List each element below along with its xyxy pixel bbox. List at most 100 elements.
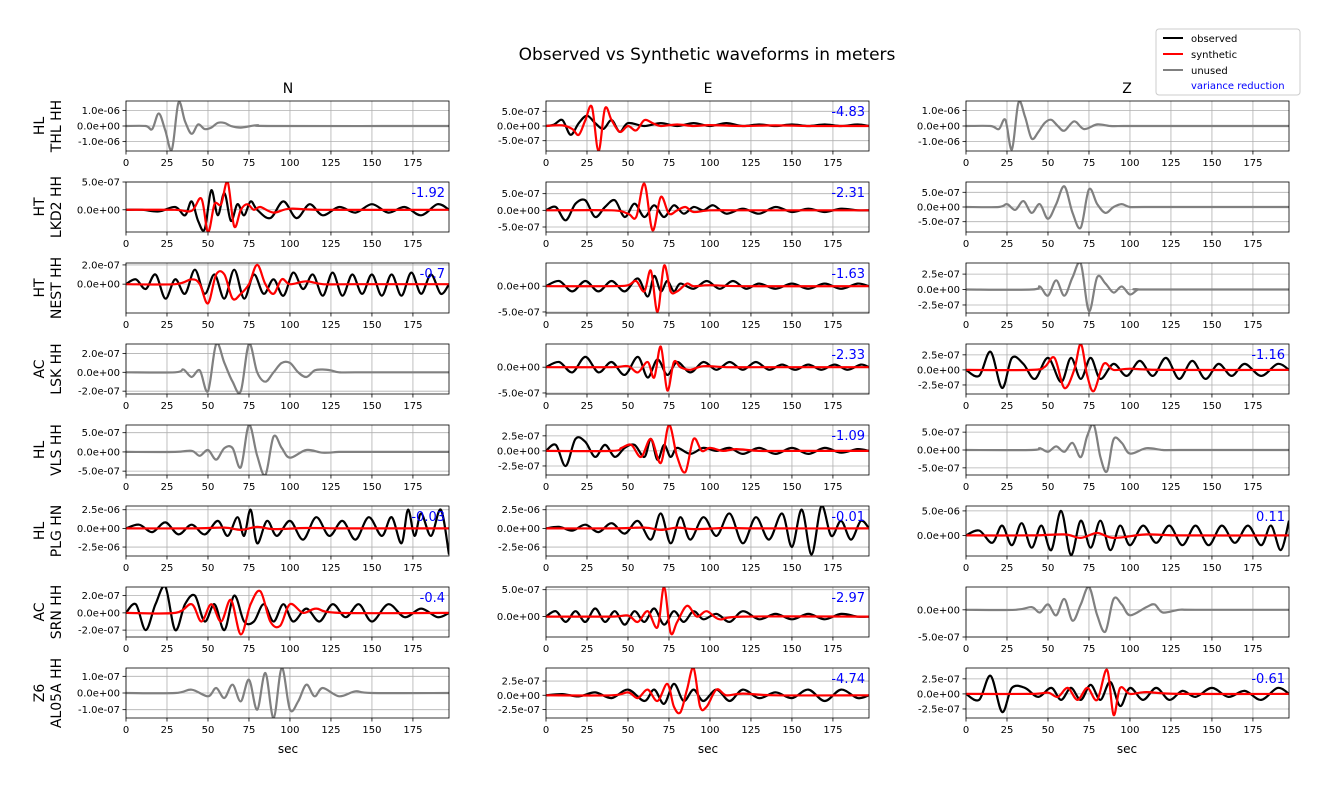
y-tick-label: -2.5e-07 <box>918 704 960 715</box>
x-tick-label: 175 <box>823 158 842 169</box>
observed-waveform <box>126 189 449 232</box>
panel-r1-c0: 0 25 50 75 100 125 150 175 5.0e-07 0.0e+00 -1.92 <box>77 178 450 250</box>
x-tick-label: 0 <box>963 158 969 169</box>
panel-frame <box>545 343 870 395</box>
x-tick-label: 0 <box>123 158 129 169</box>
x-tick-label: 25 <box>1001 158 1014 169</box>
synthetic-waveform <box>126 589 449 636</box>
synthetic-waveform <box>546 587 869 636</box>
x-tick-label: 50 <box>1042 158 1055 169</box>
x-tick-label: 100 <box>280 401 299 412</box>
y-tick-label: 0.0e+00 <box>497 691 540 702</box>
x-tick-label: 150 <box>362 563 381 574</box>
observed-waveform <box>546 436 869 468</box>
panel-frame <box>125 505 450 557</box>
row-network-label: HT <box>32 278 48 298</box>
x-tick-label: 100 <box>280 725 299 736</box>
panel-frame <box>965 343 1290 395</box>
x-tick-label: 175 <box>823 644 842 655</box>
x-tick-label: 150 <box>1202 482 1221 493</box>
panel-frame <box>965 424 1290 476</box>
y-tick-label: 0.0e+00 <box>77 689 120 700</box>
x-tick-label: 0 <box>123 725 129 736</box>
variance-reduction-label: -0.01 <box>831 510 865 525</box>
panel-frame <box>125 667 450 719</box>
panel-frame <box>965 100 1290 152</box>
x-tick-label: 150 <box>782 482 801 493</box>
observed-waveform <box>546 355 869 379</box>
x-tick-label: 125 <box>741 482 760 493</box>
x-tick-label: 100 <box>700 239 719 250</box>
x-tick-label: 125 <box>741 239 760 250</box>
x-tick-label: 175 <box>1243 563 1262 574</box>
row-label-5: HL PLG HN <box>32 505 65 558</box>
panel-frame <box>545 586 870 638</box>
unused-waveform <box>966 101 1289 151</box>
x-tick-label: 50 <box>202 320 215 331</box>
x-tick-label: 25 <box>1001 401 1014 412</box>
panel-background <box>126 506 449 556</box>
x-tick-label: 50 <box>202 644 215 655</box>
variance-reduction-label: -4.74 <box>831 672 865 687</box>
x-tick-label: 25 <box>161 401 174 412</box>
y-tick-label: -5.0e-07 <box>78 467 120 478</box>
x-tick-label: 75 <box>663 563 676 574</box>
row-station-label: VLS HH <box>49 424 65 476</box>
x-tick-label: 50 <box>202 158 215 169</box>
x-tick-label: 0 <box>963 644 969 655</box>
x-tick-label: 100 <box>1120 320 1139 331</box>
x-tick-label: 75 <box>243 320 256 331</box>
x-tick-label: 25 <box>161 725 174 736</box>
y-tick-label: -2.5e-07 <box>498 705 540 716</box>
panel-background <box>126 344 449 394</box>
observed-waveform <box>126 508 449 555</box>
x-tick-label: 125 <box>741 320 760 331</box>
x-tick-label: 150 <box>1202 563 1221 574</box>
panel-frame <box>545 424 870 476</box>
row-network-label: HL <box>32 441 48 460</box>
x-tick-label: 175 <box>1243 239 1262 250</box>
y-tick-label: 2.5e-07 <box>502 677 540 688</box>
panel-frame <box>125 343 450 395</box>
unused-waveform <box>126 344 449 394</box>
x-tick-label: 25 <box>581 239 594 250</box>
y-tick-label: 5.0e-07 <box>82 178 120 189</box>
variance-reduction-label: -1.92 <box>411 186 445 201</box>
x-tick-label: 75 <box>663 725 676 736</box>
x-tick-label: 175 <box>403 401 422 412</box>
x-tick-label: 100 <box>280 563 299 574</box>
x-tick-label: 100 <box>700 644 719 655</box>
panel-r5-c1: 0 25 50 75 100 125 150 175 2.5e-06 0.0e+00 -2.5e-0… <box>497 505 870 574</box>
x-tick-label: 150 <box>782 563 801 574</box>
variance-reduction-label: 0.11 <box>1256 510 1285 525</box>
x-tick-label: 100 <box>700 563 719 574</box>
x-tick-label: 175 <box>1243 644 1262 655</box>
variance-reduction-label: -0.4 <box>420 591 445 606</box>
x-tick-label: 100 <box>1120 158 1139 169</box>
x-tick-label: 75 <box>243 401 256 412</box>
x-tick-label: 50 <box>1042 239 1055 250</box>
x-tick-label: 25 <box>1001 644 1014 655</box>
x-tick-label: 50 <box>622 725 635 736</box>
y-tick-label: 2.0e-07 <box>82 260 120 271</box>
y-tick-label: 5.0e-07 <box>502 585 540 596</box>
x-tick-label: 100 <box>700 158 719 169</box>
y-tick-label: 0.0e+00 <box>497 282 540 293</box>
panel-frame <box>965 505 1290 557</box>
panel-r7-c1: 0 25 50 75 100 125 150 175 2.5e-07 0.0e+00 -2.5e-0… <box>497 667 870 736</box>
x-tick-label: 125 <box>321 320 340 331</box>
variance-reduction-label: -2.97 <box>831 591 865 606</box>
synthetic-waveform <box>546 526 869 531</box>
x-tick-label: 0 <box>123 482 129 493</box>
row-network-label: HT <box>32 197 48 217</box>
x-tick-label: 25 <box>581 725 594 736</box>
panel-frame <box>545 262 870 314</box>
x-tick-label: 100 <box>1120 725 1139 736</box>
x-tick-label: 100 <box>700 482 719 493</box>
x-tick-label: 100 <box>1120 482 1139 493</box>
unused-waveform <box>966 587 1289 634</box>
x-tick-label: 100 <box>280 644 299 655</box>
x-tick-label: 0 <box>963 563 969 574</box>
synthetic-waveform <box>126 263 449 305</box>
x-tick-label: 125 <box>1161 725 1180 736</box>
